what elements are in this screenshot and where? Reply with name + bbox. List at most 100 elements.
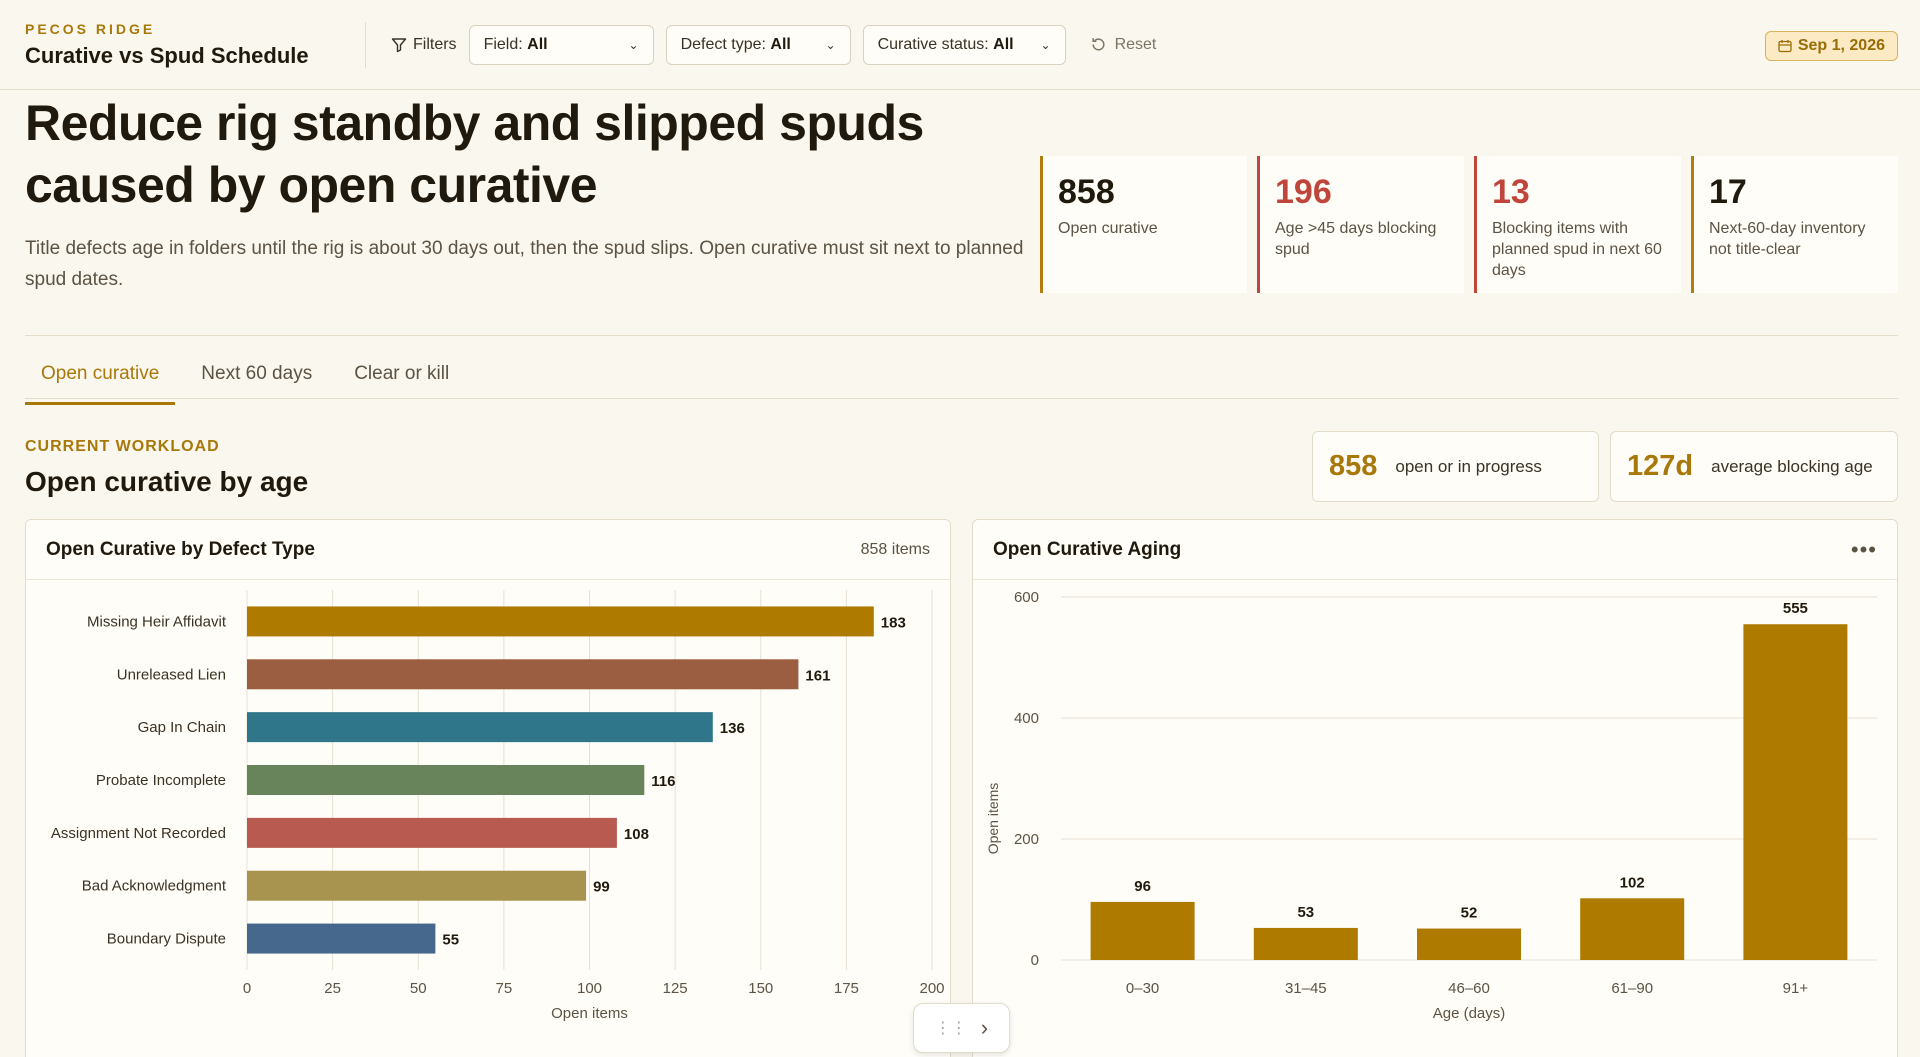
brand-block: PECOS RIDGE Curative vs Spud Schedule (25, 21, 335, 69)
panel-title: Open Curative by Defect Type (46, 538, 315, 560)
kpi-row: 858 Open curative 196 Age >45 days block… (1040, 156, 1898, 293)
data-label: 161 (805, 667, 830, 684)
bar (247, 765, 645, 795)
filter-icon (391, 37, 407, 52)
subline: Title defects age in folders until the r… (25, 238, 1024, 290)
headline: Reduce rig standby and slipped spuds cau… (25, 95, 924, 213)
tab-open-curative[interactable]: Open curative (25, 355, 176, 405)
chevron-right-icon[interactable]: › (980, 1015, 989, 1040)
top-bar: PECOS RIDGE Curative vs Spud Schedule Fi… (0, 0, 1920, 90)
stat-open-in-progress: 858 open or in progress (1312, 431, 1599, 502)
kpi-label: Blocking items with planned spud in next… (1492, 220, 1662, 279)
defect-type-panel: Open Curative by Defect Type 858 items 0… (25, 519, 951, 1057)
category-label: Missing Heir Affidavit (87, 613, 227, 630)
category-label: Assignment Not Recorded (51, 825, 226, 842)
panel-header: Open Curative Aging ••• (973, 520, 1897, 580)
divider (25, 335, 1898, 336)
aging-panel: Open Curative Aging ••• 0 200 400 600 Open i… (972, 519, 1898, 1057)
data-label: 55 (442, 932, 459, 949)
bar (247, 817, 617, 848)
kpi-label: Open curative (1058, 220, 1158, 237)
kpi-open-curative: 858 Open curative (1040, 156, 1247, 293)
data-label: 52 (1461, 905, 1478, 922)
x-tick-label: 46–60 (1448, 980, 1490, 997)
x-tick-label: 31–45 (1285, 980, 1327, 997)
curative-status-dropdown[interactable]: Curative status: All ⌄ (862, 24, 1066, 65)
page-title: Curative vs Spud Schedule (25, 42, 309, 68)
x-tick-label: 100 (577, 980, 602, 997)
bar (247, 659, 799, 690)
kpi-age-blocking: 196 Age >45 days blocking spud (1257, 156, 1464, 293)
reset-label: Reset (1114, 35, 1157, 53)
kpi-value: 13 (1492, 173, 1530, 211)
defect-type-dropdown-value: All (770, 35, 791, 53)
data-label: 136 (720, 720, 745, 737)
kpi-blocking-next-60: 13 Blocking items with planned spud in n… (1474, 156, 1681, 293)
reset-button[interactable]: Reset (1090, 35, 1157, 54)
x-tick-label: 125 (663, 980, 688, 997)
bar (1417, 928, 1521, 960)
x-tick-label: 0–30 (1126, 980, 1159, 997)
filters-button[interactable]: Filters (391, 36, 457, 54)
chevron-down-icon: ⌄ (628, 37, 639, 52)
defect-type-chart: 0 25 50 75 100 125 150 175 200 Open items Missing … (51, 590, 945, 1022)
divider (25, 398, 1898, 399)
bar (247, 923, 436, 954)
stat-value: 858 (1329, 450, 1378, 482)
field-dropdown-label: Field: (483, 35, 523, 53)
drag-handle-icon[interactable]: ⋮⋮ (934, 1020, 967, 1037)
stat-label: average blocking age (1711, 456, 1873, 476)
field-dropdown-value: All (527, 35, 548, 53)
category-label: Boundary Dispute (107, 931, 226, 948)
calendar-icon (1778, 40, 1792, 53)
defect-type-dropdown-label: Defect type: (680, 35, 766, 53)
more-horizontal-icon[interactable]: ••• (1850, 536, 1877, 562)
date-label: Sep 1, 2026 (1797, 37, 1885, 54)
x-axis-label: Age (days) (1433, 1005, 1506, 1022)
y-tick-label: 0 (1031, 952, 1039, 969)
panel-title: Open Curative Aging (993, 538, 1182, 560)
x-tick-label: 0 (243, 980, 251, 997)
category-label: Bad Acknowledgment (82, 878, 227, 895)
bar (1580, 898, 1685, 960)
field-dropdown[interactable]: Field: All ⌄ (468, 24, 654, 65)
data-label: 116 (651, 773, 675, 790)
stat-label: open or in progress (1395, 456, 1542, 476)
brand-kicker: PECOS RIDGE (25, 20, 156, 37)
floating-pager: ⋮⋮ › (913, 1003, 1010, 1053)
x-tick-label: 61–90 (1611, 980, 1653, 997)
bar (1090, 901, 1195, 960)
kpi-value: 17 (1709, 173, 1747, 211)
x-tick-label: 200 (919, 980, 944, 997)
x-axis-label: Open items (551, 1005, 628, 1022)
x-tick-label: 175 (834, 980, 859, 997)
stat-average-blocking-age: 127d average blocking age (1610, 431, 1898, 502)
y-tick-label: 600 (1014, 589, 1039, 606)
kpi-value: 858 (1058, 173, 1115, 211)
category-label: Unreleased Lien (117, 666, 226, 683)
field-dropdown-text: Field: All (484, 36, 548, 54)
tab-clear-or-kill[interactable]: Clear or kill (354, 363, 450, 384)
stat-value: 127d (1627, 450, 1694, 482)
date-picker[interactable]: Sep 1, 2026 (1764, 31, 1898, 61)
curative-status-dropdown-value: All (993, 35, 1014, 53)
y-tick-label: 200 (1014, 831, 1039, 848)
x-tick-label: 91+ (1783, 980, 1809, 997)
filters-label: Filters (413, 35, 457, 53)
curative-status-dropdown-text: Curative status: All (878, 36, 1014, 54)
x-tick-label: 25 (324, 980, 341, 997)
y-tick-label: 400 (1014, 710, 1039, 727)
tab-next-60-days[interactable]: Next 60 days (201, 363, 313, 384)
kpi-label: Next-60-day inventory not title-clear (1709, 220, 1866, 258)
bar (247, 870, 587, 901)
chevron-down-icon: ⌄ (1040, 37, 1051, 52)
tab-bar: Open curative Next 60 days Clear or kill (25, 355, 475, 405)
kpi-value: 196 (1275, 173, 1332, 211)
category-label: Probate Incomplete (96, 772, 226, 789)
bar (247, 712, 713, 743)
x-tick-label: 75 (496, 980, 513, 997)
data-label: 96 (1134, 878, 1151, 895)
kpi-not-title-clear: 17 Next-60-day inventory not title-clear (1691, 156, 1898, 293)
data-label: 183 (881, 614, 906, 631)
defect-type-dropdown[interactable]: Defect type: All ⌄ (665, 24, 851, 65)
